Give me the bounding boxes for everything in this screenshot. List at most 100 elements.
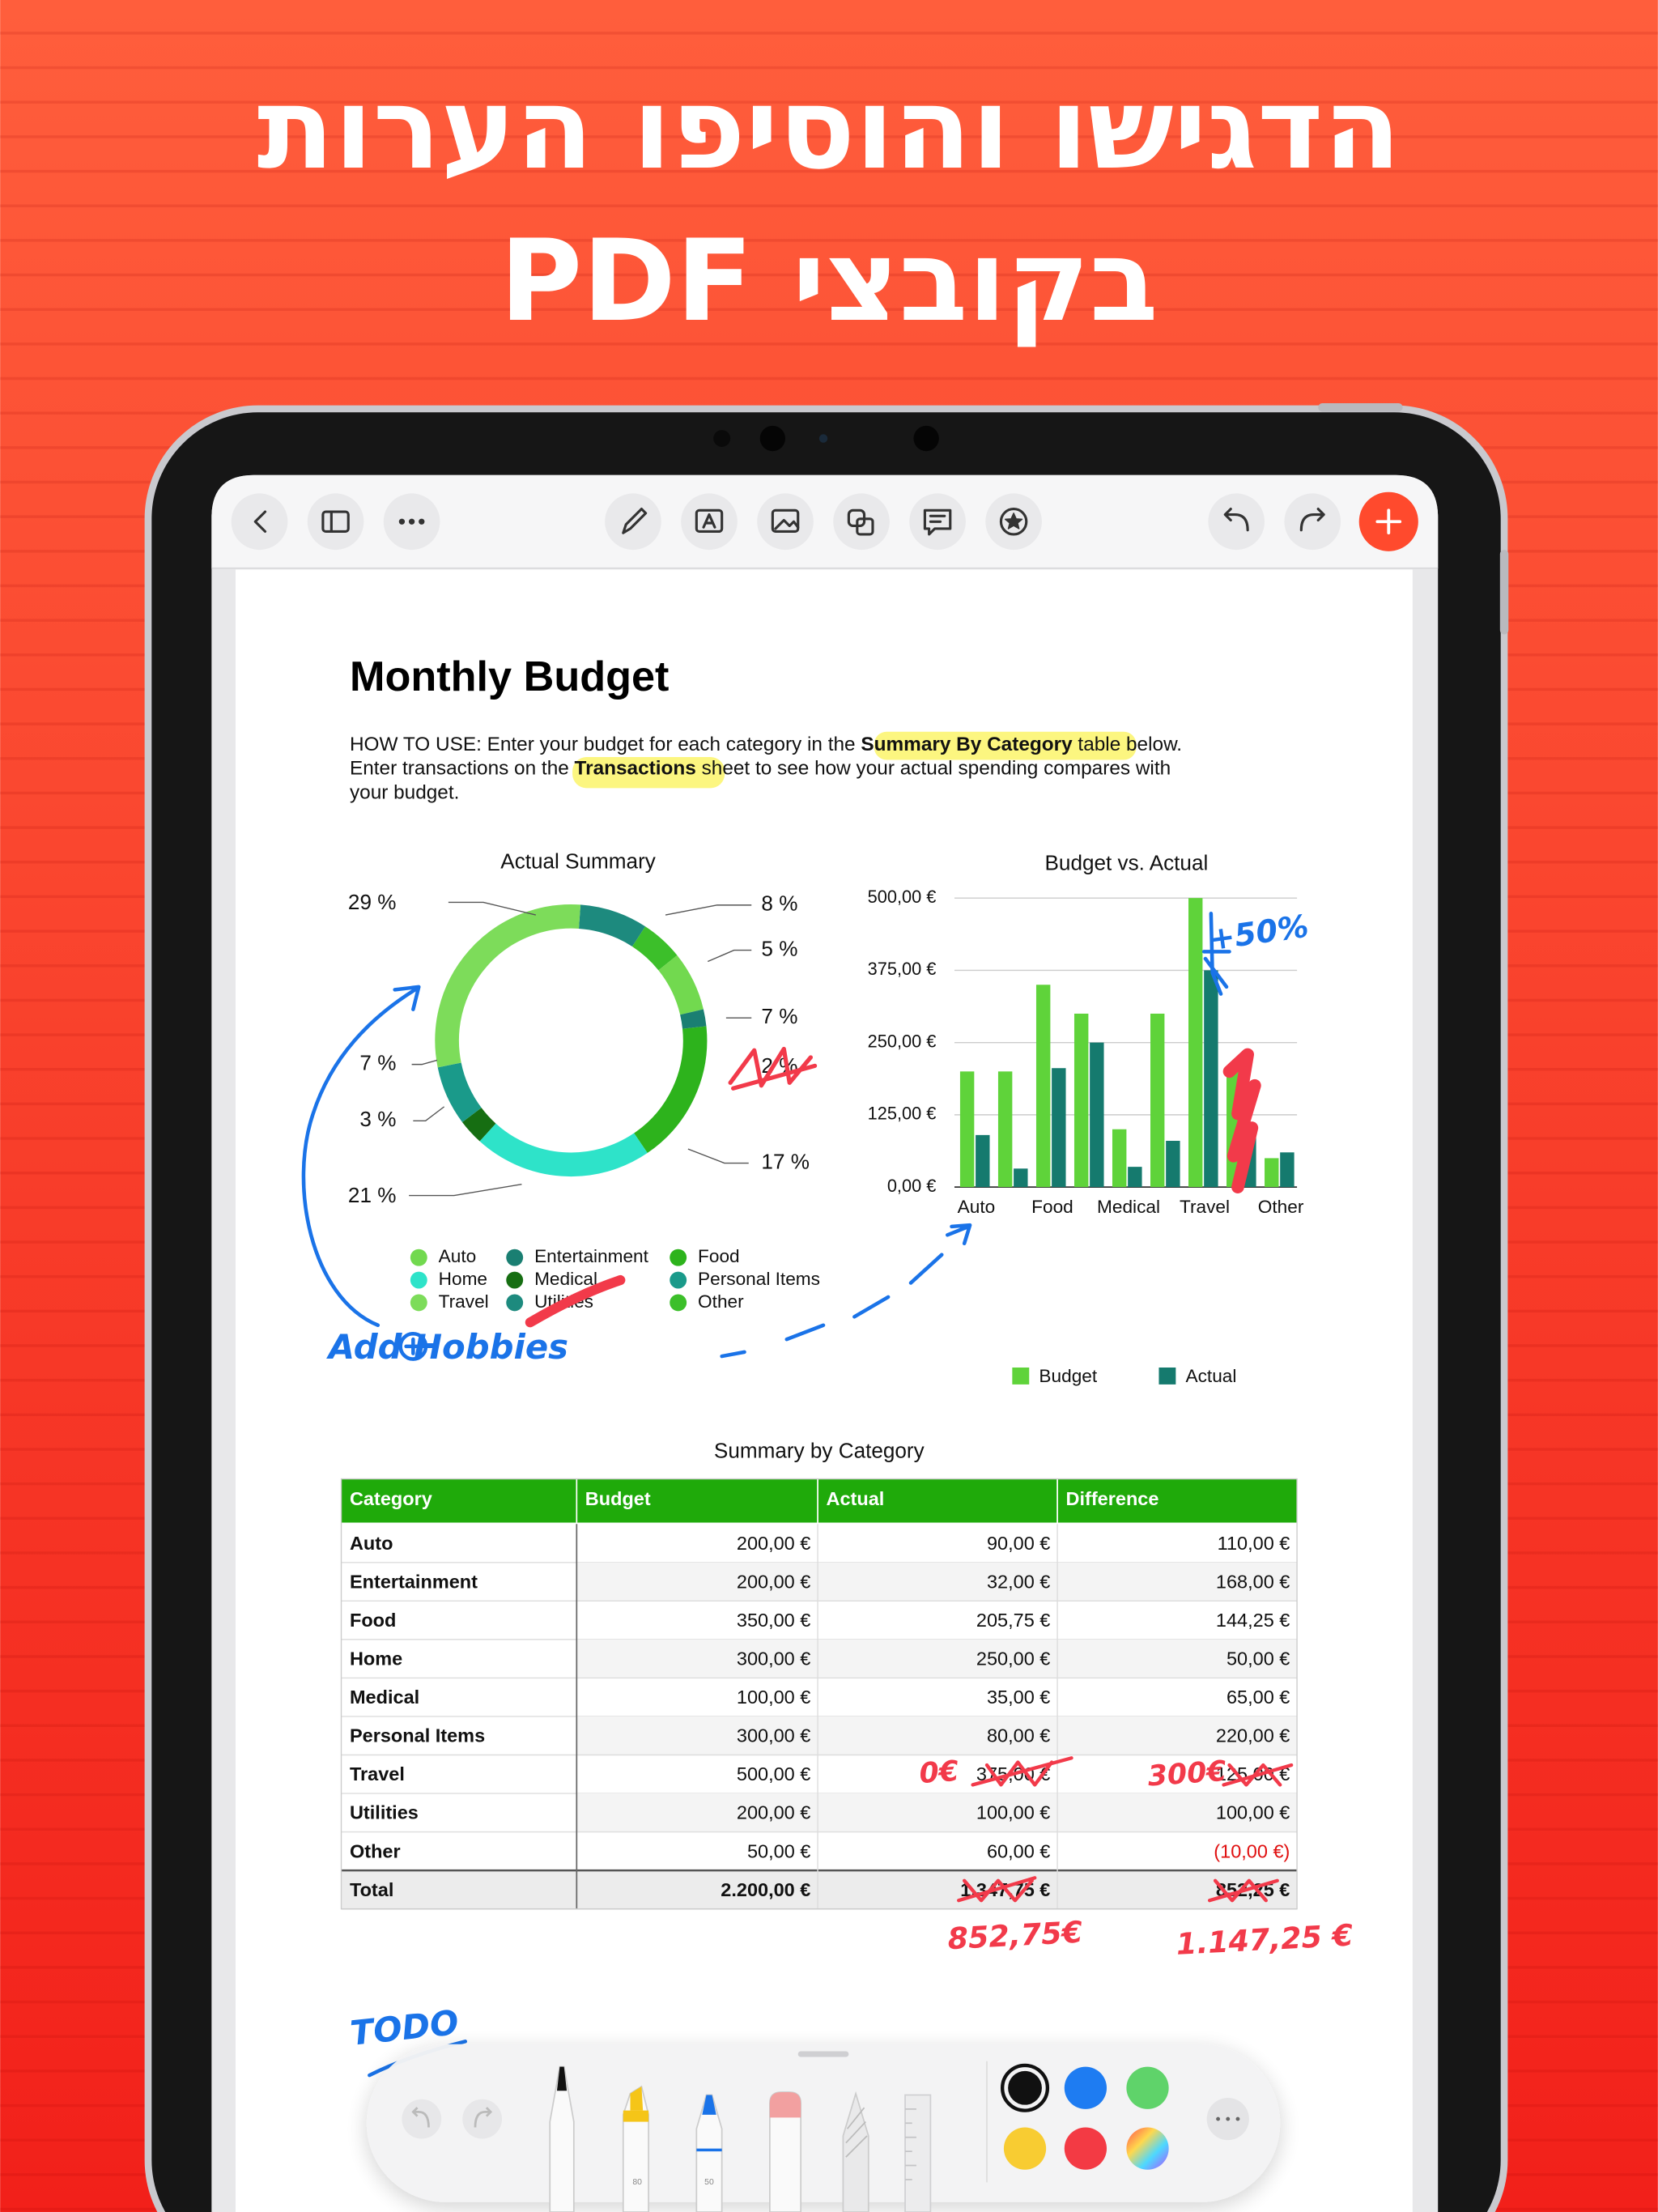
device-button xyxy=(1318,402,1403,412)
icon xyxy=(929,514,946,523)
bar xyxy=(997,1071,1013,1188)
donut-slice xyxy=(461,1107,496,1142)
table-cell-value: 90,00 € xyxy=(987,1533,1050,1554)
bar xyxy=(1112,1129,1127,1188)
table-cell-value: 300,00 € xyxy=(737,1648,810,1670)
column-header: Category xyxy=(350,1488,432,1509)
column-header: Actual xyxy=(827,1488,885,1509)
scribble xyxy=(1222,1048,1261,1193)
donut-label: 3 % xyxy=(359,1107,396,1131)
leader-line xyxy=(707,949,752,963)
toolbar-icons xyxy=(253,508,1402,536)
icon xyxy=(419,518,425,525)
red-ink xyxy=(525,1046,1294,1903)
color-red[interactable] xyxy=(1064,2127,1107,2170)
table-cell-category: Total xyxy=(350,1879,393,1900)
icon xyxy=(1223,508,1249,532)
table-cell-value: 35,00 € xyxy=(987,1687,1050,1708)
legend-swatch xyxy=(670,1294,687,1312)
color-yellow[interactable] xyxy=(1003,2127,1047,2170)
headline: בקובצי PDF xyxy=(500,215,1158,347)
legend-swatch xyxy=(670,1271,687,1289)
highlight xyxy=(874,731,1137,760)
table-cell-category: Food xyxy=(350,1610,396,1631)
leader-line xyxy=(665,904,752,916)
redo-button[interactable] xyxy=(1284,493,1341,551)
table-cell-value: (10,00 €) xyxy=(1214,1840,1290,1861)
document: Monthly Budget HOW TO USE: Enter your bud… xyxy=(340,653,1304,1910)
dashed-arrow xyxy=(720,1223,972,1359)
sensor xyxy=(818,434,828,443)
color-green[interactable] xyxy=(1126,2066,1169,2109)
icon xyxy=(1226,2116,1231,2121)
legend-label: Actual xyxy=(1186,1366,1237,1386)
legend-label: Medical xyxy=(534,1269,597,1289)
document-title: Monthly Budget xyxy=(350,653,669,700)
color-picker[interactable] xyxy=(1126,2127,1169,2170)
donut-label: 21 % xyxy=(348,1183,397,1207)
sensor xyxy=(913,425,939,452)
highlight xyxy=(572,757,725,789)
icon xyxy=(771,508,800,534)
instruction-text: Summary By Category xyxy=(861,734,1073,756)
icon xyxy=(1004,513,1023,530)
shape-tool-button[interactable] xyxy=(833,493,890,551)
table-cell-value: 300,00 € xyxy=(737,1725,810,1746)
lasso-pattern xyxy=(845,2107,868,2158)
document-page xyxy=(235,569,1413,2212)
legend-label: Auto xyxy=(439,1246,477,1266)
pen-size-label: 80 xyxy=(632,2178,642,2187)
table-border xyxy=(340,1478,1298,1910)
bar xyxy=(1128,1167,1142,1188)
instruction-text: sheet to see how your actual spending co… xyxy=(696,758,1171,780)
camera xyxy=(759,425,786,452)
lasso-tool[interactable] xyxy=(842,2091,869,2212)
table-cell-category: Home xyxy=(350,1648,402,1670)
strike xyxy=(1207,1878,1279,1903)
palette-redo[interactable] xyxy=(462,2099,503,2139)
legend-swatch xyxy=(506,1271,524,1289)
table-cell-value: 65,00 € xyxy=(1226,1687,1290,1708)
back-button[interactable] xyxy=(231,493,288,551)
table-cell-value: 350,00 € xyxy=(737,1610,810,1631)
instruction-line: your budget. xyxy=(350,782,459,804)
toolbar-buttons xyxy=(231,491,1418,551)
strike xyxy=(525,1274,626,1328)
arrow xyxy=(301,985,421,1328)
bar xyxy=(1073,1013,1089,1188)
donut-slice xyxy=(658,955,704,1015)
x-tick-label: Auto xyxy=(958,1197,996,1217)
bar xyxy=(976,1134,990,1188)
y-tick-label: 375,00 € xyxy=(868,959,937,979)
palette-undo[interactable] xyxy=(402,2099,442,2139)
pen-tool-button[interactable] xyxy=(605,493,661,551)
icon xyxy=(474,2107,493,2128)
table-cell-value: 205,75 € xyxy=(976,1610,1050,1631)
instruction-text: table below. xyxy=(1073,734,1182,756)
leader-line xyxy=(411,1059,438,1066)
row-bg xyxy=(576,1639,1298,1678)
bar xyxy=(1090,1042,1104,1188)
total-row-bg xyxy=(341,1870,1298,1909)
sidebar-button[interactable] xyxy=(307,493,364,551)
donut-label: 17 % xyxy=(761,1149,810,1173)
icon xyxy=(622,508,648,534)
table-cell-value: 2.200,00 € xyxy=(721,1879,810,1900)
legend-swatch xyxy=(410,1294,427,1312)
table-cell-category: Utilities xyxy=(350,1802,419,1823)
x-tick-label: Other xyxy=(1258,1197,1304,1217)
ruler-tool[interactable] xyxy=(904,2094,932,2212)
icon xyxy=(702,513,716,529)
pencil-band xyxy=(696,2148,722,2152)
color-black[interactable] xyxy=(1008,2070,1042,2105)
legend-swatch xyxy=(506,1294,524,1312)
undo-button[interactable] xyxy=(1208,493,1265,551)
table-cell-value: 80,00 € xyxy=(987,1725,1050,1746)
y-tick-label: 125,00 € xyxy=(868,1104,937,1124)
color-blue[interactable] xyxy=(1064,2066,1107,2109)
text-tool-button[interactable] xyxy=(681,493,738,551)
x-tick-label: Food xyxy=(1031,1197,1073,1217)
pencil-tip xyxy=(702,2095,716,2115)
leader-line xyxy=(413,1106,445,1121)
icon xyxy=(398,518,406,525)
